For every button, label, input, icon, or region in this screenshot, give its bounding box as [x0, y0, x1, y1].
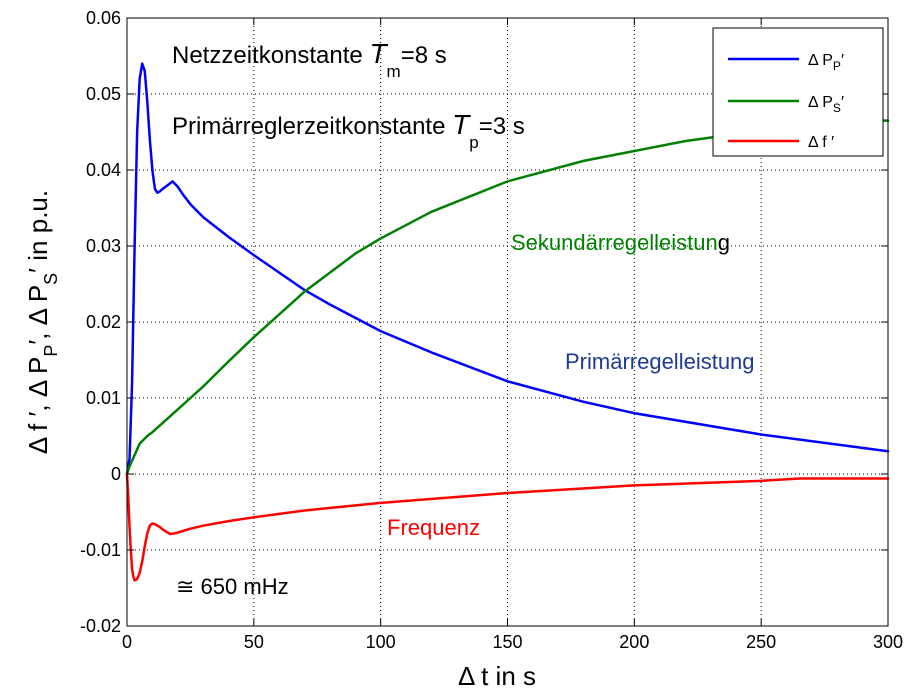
y-tick-label: 0.06: [86, 8, 121, 28]
x-tick-label: 300: [873, 632, 903, 652]
label-primaerregelleistung: Primärregelleistung: [565, 349, 755, 374]
legend-pp-suffix: ′: [841, 52, 844, 69]
label-sekundaerregelleistung: Sekundärregelleistung: [511, 230, 730, 255]
y-tick-label: 0.04: [86, 160, 121, 180]
label-sek-green: Sekundärregelleistun: [511, 230, 718, 255]
series-delta-ps-line: [125, 119, 890, 476]
y-tick-label: 0.03: [86, 236, 121, 256]
x-tick-label: 200: [619, 632, 649, 652]
series-layer: [125, 62, 890, 582]
annotation-netzzeitkonstante: Netzzeitkonstante Tm=8 s: [172, 38, 447, 81]
legend-ps-sub: S: [833, 101, 841, 115]
legend: Δ PP′ Δ PS′ Δ f ′: [712, 27, 884, 157]
legend-label-ps: Δ PS′: [808, 94, 844, 115]
y-axis-label-part-1: Δ f ′, Δ P: [23, 357, 53, 454]
y-tick-label: 0.05: [86, 84, 121, 104]
annotation-primaerreglerzeitkonstante: Primärreglerzeitkonstante Tp=3 s: [172, 109, 525, 152]
x-tick-label: 150: [492, 632, 522, 652]
annotation-prim-main: Primärreglerzeitkonstante: [172, 113, 452, 140]
annotation-netz-main: Netzzeitkonstante: [172, 42, 369, 69]
x-tick-label: 250: [746, 632, 776, 652]
x-axis-label: Δ t in s: [458, 661, 536, 691]
y-tick-label: -0.02: [80, 616, 121, 636]
legend-box: [712, 27, 884, 157]
x-tick-label: 0: [122, 632, 132, 652]
annotation-prim-T: T: [452, 109, 471, 140]
legend-label-f: Δ f ′: [808, 134, 834, 151]
y-axis-label-part-2: ′, Δ P: [23, 285, 53, 345]
y-tick-label: 0: [111, 464, 121, 484]
y-axis-label-sub-p: P: [41, 345, 61, 357]
annotation-netz-T: T: [369, 38, 388, 69]
label-frequenz: Frequenz: [387, 515, 480, 540]
annotation-prim-sub: p: [469, 133, 478, 152]
label-650-mhz: ≅ 650 mHz: [176, 574, 289, 599]
y-tick-label: 0.01: [86, 388, 121, 408]
legend-label-pp: Δ PP′: [808, 52, 844, 73]
y-axis-label-sub-s: S: [41, 273, 61, 285]
legend-f-main: Δ f ′: [808, 134, 834, 151]
legend-pp-main: Δ P: [808, 52, 833, 69]
legend-ps-suffix: ′: [841, 94, 844, 111]
y-tick-label: 0.02: [86, 312, 121, 332]
y-axis-label-part-3: ′ in p.u.: [23, 190, 53, 273]
legend-ps-main: Δ P: [808, 94, 833, 111]
axis-ticks: 0 50 100 150 200 250 300 -0.02 -0.01 0 0.01 0.02 0.0…: [80, 8, 903, 652]
annotation-netz-sub: m: [387, 62, 401, 81]
x-tick-label: 50: [244, 632, 264, 652]
label-sek-black: g: [718, 230, 730, 255]
series-delta-pp-line: [125, 62, 890, 476]
y-tick-label: -0.01: [80, 540, 121, 560]
legend-pp-sub: P: [833, 59, 841, 73]
series-delta-f-line: [125, 472, 890, 582]
y-axis-label: Δ f ′, Δ PP′, Δ PS′ in p.u.: [23, 190, 61, 454]
annotation-prim-val: =3 s: [479, 113, 525, 140]
annotation-netz-val: =8 s: [401, 42, 447, 69]
x-tick-label: 100: [366, 632, 396, 652]
